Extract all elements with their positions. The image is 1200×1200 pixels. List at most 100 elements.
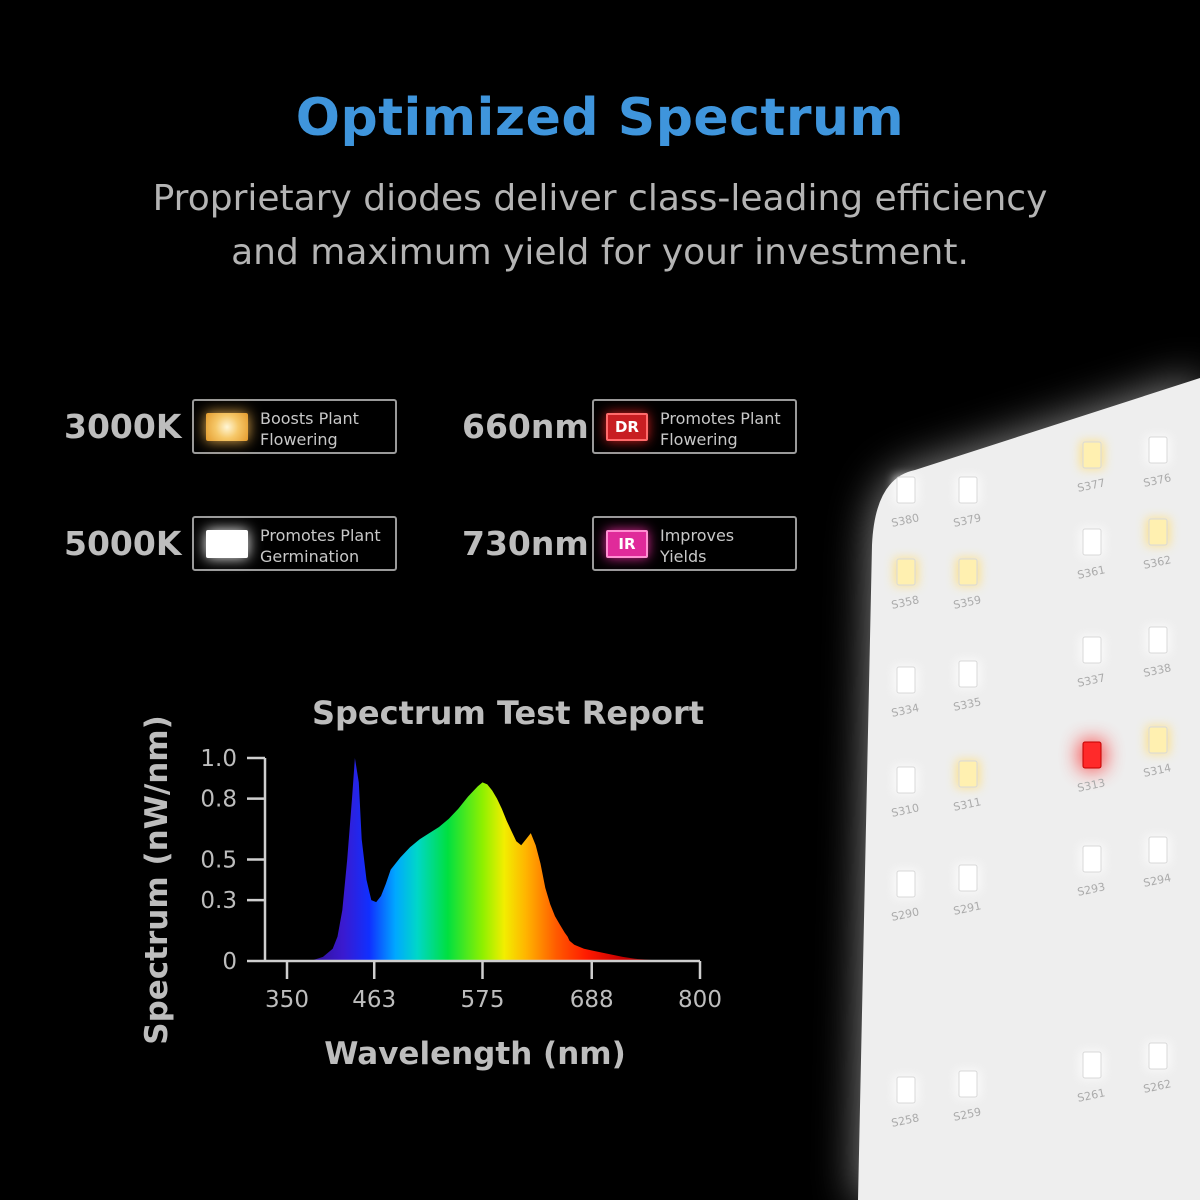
led-diode — [896, 558, 916, 586]
subtitle-line-2: and maximum yield for your investment. — [231, 232, 969, 273]
led-label: S359 — [952, 593, 982, 612]
subtitle-line-1: Proprietary diodes deliver class-leading… — [152, 178, 1048, 219]
led-label: S294 — [1142, 871, 1172, 890]
legend-desc-line-1: Boosts Plant — [260, 409, 359, 428]
x-tick-label: 575 — [461, 987, 505, 1013]
led-diode — [958, 558, 978, 586]
x-tick-label: 350 — [265, 987, 309, 1013]
swatch-code: DR — [614, 418, 639, 436]
cool-white-led-icon — [206, 530, 248, 558]
deep-red-led-icon: DR — [606, 413, 648, 441]
legend-desc-line-1: Promotes Plant — [660, 409, 781, 428]
y-tick-label: 0 — [222, 949, 237, 975]
legend-desc-line-2: Germination — [260, 547, 360, 566]
x-tick-label: 800 — [678, 987, 722, 1013]
led-label: S338 — [1142, 661, 1172, 680]
led-diode — [1082, 741, 1102, 769]
led-diode — [1082, 1051, 1102, 1079]
legend-desc-line-2: Flowering — [660, 430, 738, 449]
led-label: S262 — [1142, 1077, 1172, 1096]
led-label: S313 — [1076, 776, 1106, 795]
led-diode — [1148, 518, 1168, 546]
legend-item-5000k: 5000K Promotes Plant Germination — [64, 516, 404, 574]
led-diode — [1148, 436, 1168, 464]
led-label: S358 — [890, 593, 920, 612]
led-label: S290 — [890, 905, 920, 924]
led-label: S310 — [890, 801, 920, 820]
x-tick-label: 463 — [352, 987, 396, 1013]
led-label: S261 — [1076, 1086, 1106, 1105]
legend-description: Improves Yields — [660, 525, 734, 567]
led-diode — [1082, 636, 1102, 664]
led-label: S259 — [952, 1105, 982, 1124]
chart-title: Spectrum Test Report — [312, 694, 704, 732]
legend-description: Promotes Plant Germination — [260, 525, 381, 567]
legend-description: Promotes Plant Flowering — [660, 408, 781, 450]
legend-item-660nm: 660nm DR Promotes Plant Flowering — [462, 399, 802, 457]
legend-item-730nm: 730nm IR Improves Yields — [462, 516, 802, 574]
led-label: S361 — [1076, 563, 1106, 582]
y-tick-label: 0.5 — [200, 848, 237, 874]
y-axis-label: Spectrum (nW/nm) — [139, 715, 175, 1044]
x-axis-label: Wavelength (nm) — [324, 1036, 626, 1072]
led-diode — [1148, 626, 1168, 654]
led-diode — [1148, 726, 1168, 754]
led-label: S314 — [1142, 761, 1172, 780]
legend-box: Boosts Plant Flowering — [192, 399, 397, 454]
swatch-code: IR — [618, 535, 636, 553]
led-diode — [896, 766, 916, 794]
y-tick-label: 0.8 — [200, 787, 237, 813]
led-diode — [1082, 845, 1102, 873]
led-diode — [958, 864, 978, 892]
led-diode — [958, 760, 978, 788]
legend-value: 730nm — [462, 524, 589, 563]
led-diode — [896, 1076, 916, 1104]
legend-description: Boosts Plant Flowering — [260, 408, 359, 450]
led-label: S293 — [1076, 880, 1106, 899]
y-tick-label: 1.0 — [200, 746, 237, 772]
led-label: S337 — [1076, 671, 1106, 690]
led-diode — [896, 666, 916, 694]
legend-value: 3000K — [64, 407, 182, 446]
legend-box: Promotes Plant Germination — [192, 516, 397, 571]
led-diode — [958, 476, 978, 504]
page-title: Optimized Spectrum — [295, 88, 905, 148]
legend-value: 660nm — [462, 407, 589, 446]
led-diode — [1082, 528, 1102, 556]
led-label: S258 — [890, 1111, 920, 1130]
y-tick-label: 0.3 — [200, 888, 237, 914]
led-diode — [1082, 441, 1102, 469]
led-label: S376 — [1142, 471, 1172, 490]
legend-item-3000k: 3000K Boosts Plant Flowering — [64, 399, 404, 457]
page-subtitle: Proprietary diodes deliver class-leading… — [60, 172, 1140, 280]
led-diode — [958, 1070, 978, 1098]
led-diode — [896, 870, 916, 898]
led-label: S377 — [1076, 476, 1106, 495]
legend-desc-line-2: Yields — [660, 547, 707, 566]
x-tick-label: 688 — [570, 987, 614, 1013]
led-label: S379 — [952, 511, 982, 530]
legend-desc-line-2: Flowering — [260, 430, 338, 449]
led-diode — [1148, 836, 1168, 864]
chart-axes: 350 463 575 688 800 0 0.3 0.5 0.8 1.0 — [200, 746, 722, 1013]
led-label: S311 — [952, 795, 982, 814]
led-diode — [896, 476, 916, 504]
legend-desc-line-1: Promotes Plant — [260, 526, 381, 545]
led-label: S380 — [890, 511, 920, 530]
infrared-led-icon: IR — [606, 530, 648, 558]
legend-desc-line-1: Improves — [660, 526, 735, 545]
spectrum-area — [294, 758, 700, 961]
led-label: S334 — [890, 701, 920, 720]
led-diode — [1148, 1042, 1168, 1070]
led-diode — [958, 660, 978, 688]
led-board — [858, 378, 1200, 1200]
led-label: S335 — [952, 695, 982, 714]
warm-white-led-icon — [206, 413, 248, 441]
legend-box: DR Promotes Plant Flowering — [592, 399, 797, 454]
led-label: S291 — [952, 899, 982, 918]
legend-value: 5000K — [64, 524, 182, 563]
legend-box: IR Improves Yields — [592, 516, 797, 571]
led-label: S362 — [1142, 553, 1172, 572]
